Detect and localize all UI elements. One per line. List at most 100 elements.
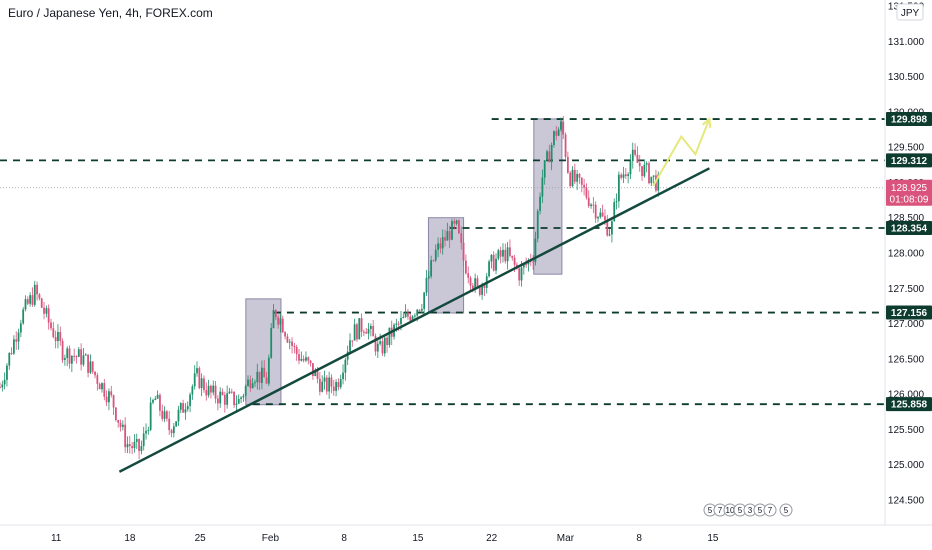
- event-badges[interactable]: 5 7 10 5 3 5 7 5: [703, 503, 793, 517]
- candle-body: [522, 264, 525, 268]
- candle-body: [539, 196, 541, 212]
- candle-body: [249, 379, 252, 388]
- price-axis[interactable]: 131.500131.000130.500130.000129.500129.0…: [884, 0, 932, 525]
- event-badge[interactable]: 10: [723, 503, 737, 517]
- candle-body: [247, 379, 249, 386]
- badge-text: 3: [748, 506, 753, 515]
- candle-body: [140, 446, 143, 452]
- candle-body: [499, 250, 502, 257]
- price-tick-label: 128.000: [888, 249, 925, 260]
- candle-body: [578, 173, 581, 178]
- candle-body: [652, 175, 655, 177]
- candle-body: [184, 409, 187, 413]
- candle-body: [441, 237, 444, 249]
- level-label-bg: [886, 305, 932, 320]
- candle-body: [576, 173, 579, 182]
- candle-body: [404, 312, 407, 317]
- candle-body: [400, 317, 402, 325]
- candle-body: [279, 318, 282, 325]
- time-tick-label: Mar: [557, 533, 575, 544]
- candle-body: [513, 257, 516, 265]
- candle-body: [650, 176, 653, 184]
- candle-body: [611, 221, 613, 235]
- candle-body: [101, 383, 103, 390]
- candle-body: [54, 337, 57, 342]
- candle-body: [323, 377, 326, 382]
- event-badge[interactable]: 7: [763, 503, 777, 517]
- candle-body: [407, 312, 409, 317]
- candle-body: [145, 430, 147, 434]
- candle-body: [439, 243, 442, 249]
- candle-body: [233, 391, 236, 406]
- badge-circle: [779, 503, 793, 517]
- candle-body: [75, 356, 78, 358]
- candles: [0, 115, 660, 460]
- candle-body: [541, 177, 544, 197]
- candle-body: [251, 383, 254, 388]
- level-price-label: 127.156: [891, 308, 928, 319]
- trendline-layer: [118, 167, 710, 473]
- candle-body: [395, 323, 398, 325]
- candle-body: [193, 373, 196, 387]
- event-badge[interactable]: 5: [779, 503, 793, 517]
- candle-body: [606, 220, 609, 236]
- time-tick-label: 15: [412, 533, 424, 544]
- candle-body: [587, 197, 590, 207]
- level-price-label: 125.858: [891, 400, 928, 411]
- price-tick-label: 125.000: [888, 460, 925, 471]
- candle-body: [464, 260, 467, 274]
- candle-body: [112, 395, 115, 408]
- candle-body: [237, 398, 240, 404]
- candle-body: [38, 294, 41, 299]
- price-tick-label: 131.000: [888, 37, 925, 48]
- candle-body: [444, 237, 446, 241]
- currency-button[interactable]: JPY: [896, 3, 924, 21]
- candle-body: [402, 316, 405, 318]
- projection-path: [652, 118, 711, 187]
- candle-body: [622, 174, 625, 178]
- candle-body: [483, 284, 486, 288]
- candle-body: [82, 355, 85, 365]
- currency-label: JPY: [901, 8, 920, 19]
- candle-body: [411, 316, 414, 321]
- candle-body: [634, 149, 636, 155]
- candle-body: [219, 391, 222, 404]
- level-label-bg: [886, 112, 932, 127]
- candle-body: [179, 403, 182, 410]
- level-price-label: 129.312: [891, 156, 928, 167]
- candle-body: [356, 324, 358, 340]
- event-badge[interactable]: 5: [733, 503, 747, 517]
- candle-body: [309, 360, 312, 364]
- candle-body: [502, 249, 504, 257]
- candle-body: [244, 385, 247, 396]
- candle-body: [657, 174, 660, 191]
- candle-body: [172, 426, 175, 434]
- candle-body: [448, 231, 451, 240]
- candle-body: [198, 368, 201, 389]
- candle-body: [645, 163, 648, 165]
- candle-body: [372, 325, 375, 337]
- time-tick-label: Feb: [262, 533, 280, 544]
- candle-body: [161, 410, 164, 419]
- candle-body: [525, 264, 528, 266]
- candle-body: [131, 446, 134, 449]
- candle-body: [624, 174, 627, 176]
- candle-body: [325, 377, 328, 392]
- candle-body: [165, 411, 168, 419]
- candle-body: [19, 323, 22, 333]
- candle-body: [281, 318, 284, 333]
- candle-body: [307, 357, 310, 361]
- price-tick-label: 127.500: [888, 284, 925, 295]
- candle-body: [277, 317, 280, 325]
- candle-body: [133, 441, 136, 449]
- candle-body: [534, 238, 537, 262]
- candle-body: [314, 370, 317, 377]
- candle-body: [386, 337, 388, 345]
- candle-body: [177, 409, 180, 422]
- candle-body: [506, 247, 509, 262]
- time-axis[interactable]: 11 18 25 Feb 8 15 22 Mar 8 15: [0, 524, 932, 544]
- candle-body: [638, 162, 641, 167]
- candle-body: [543, 160, 546, 178]
